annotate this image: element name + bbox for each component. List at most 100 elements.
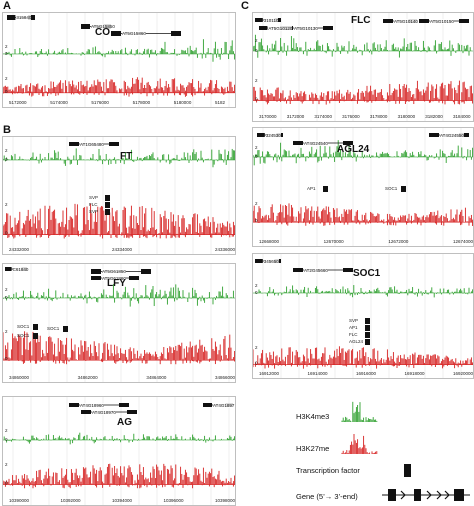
y-tick-label: 2 [5,44,8,49]
h3k4me3-signal [3,432,235,445]
legend-h3k4me3-swatch [341,401,378,422]
gene-name: FT [120,151,133,162]
h3k27me-signal [253,346,473,369]
x-tick-label: 16920000 [453,371,474,376]
legend-gene-label: Gene (5’→ 3’-end) [296,492,358,501]
tf-box [365,339,370,345]
track-soc1: 2 0 2 0 345650 AT2G45660 SVP AP1 FLC AGL24 SOC1 169… [252,253,474,379]
tf-label: FLC [349,332,358,337]
x-tick-label: 16914000 [307,371,328,376]
y-tick-label: 2 [255,38,258,43]
gene-id-label: 345650 [263,258,279,264]
x-tick-label: 34866000 [215,375,236,380]
h3k4me3-signal [3,148,235,168]
x-tick-label: 10394000 [112,498,133,503]
x-tick-label: 16912000 [259,371,280,376]
gene-id-label: AT5G15860 [122,30,146,36]
h3k4me3-signal [253,285,473,298]
x-tick-label: 5176000 [91,100,109,105]
x-tick-label: 5178000 [132,100,151,105]
gene-name: FLC [351,15,371,26]
tf-box [323,186,328,192]
y-tick-label: 0 [255,290,258,295]
gene-id-label: 310110 [263,17,279,23]
y-tick-label: 0 [255,48,258,53]
tf-box [401,186,406,192]
gene-id-label: AT5G10130 [294,25,318,31]
h3k4me3-signal [253,34,473,58]
gene-id-label: AT1G65480 [80,141,104,147]
h3k27me-signal [253,203,473,227]
gene-name: AG [117,417,132,428]
tf-box [33,333,38,339]
h3k27me-signal [3,203,235,239]
x-tick-label: 3178000 [369,114,388,119]
legend-h3k4me3-label: H3K4me3 [296,412,330,421]
tf-box [105,195,110,201]
tf-box [105,209,110,215]
track-lfy: 2 0 2 0 C61840 AT5G61850 AT5G61860 SOC1 SOC1 SOC1… [2,263,236,383]
x-tick-label: 12672000 [388,239,409,244]
x-tick-label: 12670000 [323,239,344,244]
track-co: 2 0 2 0 315840 AT5G15850 AT5G15860 CO 5172000 517… [2,12,236,108]
x-tick-label: 3184000 [453,114,471,119]
x-tick-label: 16918000 [404,371,425,376]
h3k4me3-signal [3,284,235,307]
gene-name: AGL24 [337,144,370,155]
x-tick-label: 24334000 [112,247,133,252]
gene-id-label: AT4G24550 [440,132,464,138]
y-tick-label: 2 [5,148,8,153]
tf-label: SVP [89,209,99,214]
tf-label: SVP [349,318,359,323]
gene-id-label: AT5G10150 [430,18,454,24]
tf-box [365,325,370,331]
track-flc: 2 0 2 0 310110 AT5G10120 AT5G10130 AT5G10140 AT5… [252,12,474,122]
tf-label: AP1 [349,325,358,330]
x-tick-label: 12674000 [453,239,474,244]
gene-name: CO [95,27,110,38]
gene-id-label: AT4G24540 [304,140,328,146]
y-tick-label: 0 [5,437,8,442]
h3k27me-signal [3,463,235,489]
tf-box [33,324,38,330]
x-tick-label: 5180000 [173,100,192,105]
panel-c-letter: C [241,0,249,12]
y-tick-label: 0 [255,218,258,223]
y-tick-label: 2 [5,287,8,292]
track-agl24: 2 0 2 0 324530 AT4G24540 AT4G24550 AP1 SOC1 AGL24… [252,127,474,247]
x-tick-label: 24332000 [9,247,30,252]
y-tick-label: 2 [255,145,258,150]
track-ag: 2 0 2 0 AT4G18960 AT4G18970 AT4G1897 AG 10390000… [2,396,236,506]
x-tick-label: 3176000 [342,114,360,119]
y-tick-label: 2 [255,201,258,206]
gene-name: LFY [107,278,126,289]
x-tick-label: 3172000 [286,114,305,119]
legend-tf-box [404,464,411,477]
tf-label: SOC1 [385,186,398,191]
gene-id-label: AT5G61850 [102,268,126,274]
legend-tf-label: Transcription factor [296,466,360,475]
gene-id-label: C61840 [12,266,29,272]
gene-id-label: 324530 [265,132,281,138]
x-tick-label: 34862000 [77,375,98,380]
y-tick-label: 2 [5,462,8,467]
gene-name: SOC1 [353,268,381,279]
gene-id-label: AT2G45660 [304,267,328,273]
x-tick-label: 10390000 [9,498,30,503]
track-ft: 2 0 2 0 AT1G65480 SVP FLC SVP FT 24332000 24334000… [2,136,236,255]
y-tick-label: 0 [5,481,8,486]
y-tick-label: 0 [5,157,8,162]
tf-box [63,326,68,332]
tf-label: SVP [89,195,99,200]
y-tick-label: 2 [5,428,8,433]
x-tick-label: 5174000 [50,100,68,105]
legend-h3k27me-swatch [341,434,378,454]
h3k27me-signal [3,77,235,97]
y-tick-label: 0 [255,97,258,102]
tf-box [105,202,110,208]
x-tick-label: 12668000 [259,239,280,244]
tf-label: AP1 [307,186,316,191]
y-tick-label: 2 [255,283,258,288]
x-tick-label: 34864000 [146,375,167,380]
x-tick-label: 10398000 [215,498,236,503]
